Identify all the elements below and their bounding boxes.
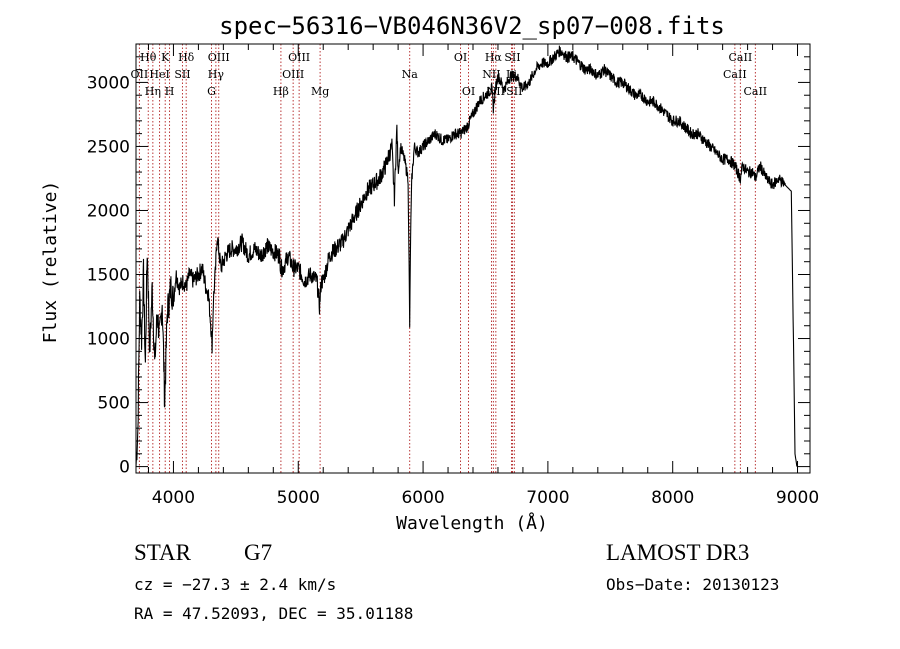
line-label: Hγ — [208, 68, 225, 81]
line-label: OI — [462, 85, 475, 98]
x-tick-label: 4000 — [152, 488, 195, 508]
line-label: CaII — [743, 85, 767, 98]
x-tick-label: 9000 — [776, 488, 819, 508]
line-label: NII — [482, 68, 500, 81]
spectral-line-labels: Hθ OII Hη K HeI H SII Hδ OIII Hγ G Hβ OIII OIII Mg Na OI… — [131, 51, 768, 98]
x-axis-label: Wavelength (Å) — [396, 512, 548, 534]
plot-frame — [135, 43, 811, 474]
object-subclass: G7 — [244, 540, 272, 565]
line-label: Hβ — [273, 85, 289, 98]
line-label: CaII — [723, 68, 747, 81]
line-label: OIII — [208, 51, 230, 64]
y-tick-label: 2000 — [87, 201, 130, 221]
ra-dec-coordinates: RA = 47.52093, DEC = 35.01188 — [134, 604, 413, 623]
x-tick-label: 7000 — [526, 488, 569, 508]
line-label: Hη — [145, 85, 161, 98]
line-label: Mg — [311, 85, 329, 98]
spectral-line-markers — [138, 44, 756, 473]
observation-date: Obs−Date: 20130123 — [606, 575, 779, 594]
line-label: Na — [402, 68, 419, 81]
x-tick-label: 8000 — [651, 488, 694, 508]
line-label: OIII — [282, 68, 304, 81]
x-tick-label: 6000 — [401, 488, 444, 508]
line-label: SII — [504, 51, 520, 64]
y-tick-label: 1500 — [87, 266, 130, 286]
line-label: OIII — [288, 51, 310, 64]
line-label: Hθ — [140, 51, 157, 64]
y-tick-label: 0 — [119, 458, 130, 478]
line-label: OI — [454, 51, 467, 64]
line-label: Hδ — [178, 51, 195, 64]
y-tick-label: 2500 — [87, 137, 130, 157]
y-tick-label: 500 — [98, 394, 130, 414]
y-axis-label: Flux (relative) — [40, 181, 61, 344]
line-label: G — [207, 85, 216, 98]
line-label: HeI — [149, 68, 169, 81]
y-tick-label: 1000 — [87, 330, 130, 350]
line-label: SII — [506, 85, 522, 98]
line-label: K — [161, 51, 170, 64]
survey-name: LAMOST DR3 — [606, 540, 749, 565]
line-label: Hα — [485, 51, 503, 64]
line-label: SII — [174, 68, 190, 81]
x-axis-ticks: 4000 5000 6000 7000 8000 9000 — [147, 44, 819, 508]
flux-series-line — [135, 45, 798, 467]
line-label: H — [165, 85, 175, 98]
object-class: STAR — [134, 540, 192, 565]
x-tick-label: 5000 — [277, 488, 320, 508]
chart-title: spec−56316−VB046N36V2_sp07−008.fits — [219, 12, 725, 40]
y-tick-label: 3000 — [87, 73, 130, 93]
redshift-cz: cz = −27.3 ± 2.4 km/s — [134, 575, 336, 594]
y-axis-ticks: 0 500 1000 1500 2000 2500 3000 — [87, 56, 810, 478]
line-label: CaII — [729, 51, 753, 64]
line-label: OII — [131, 68, 149, 81]
